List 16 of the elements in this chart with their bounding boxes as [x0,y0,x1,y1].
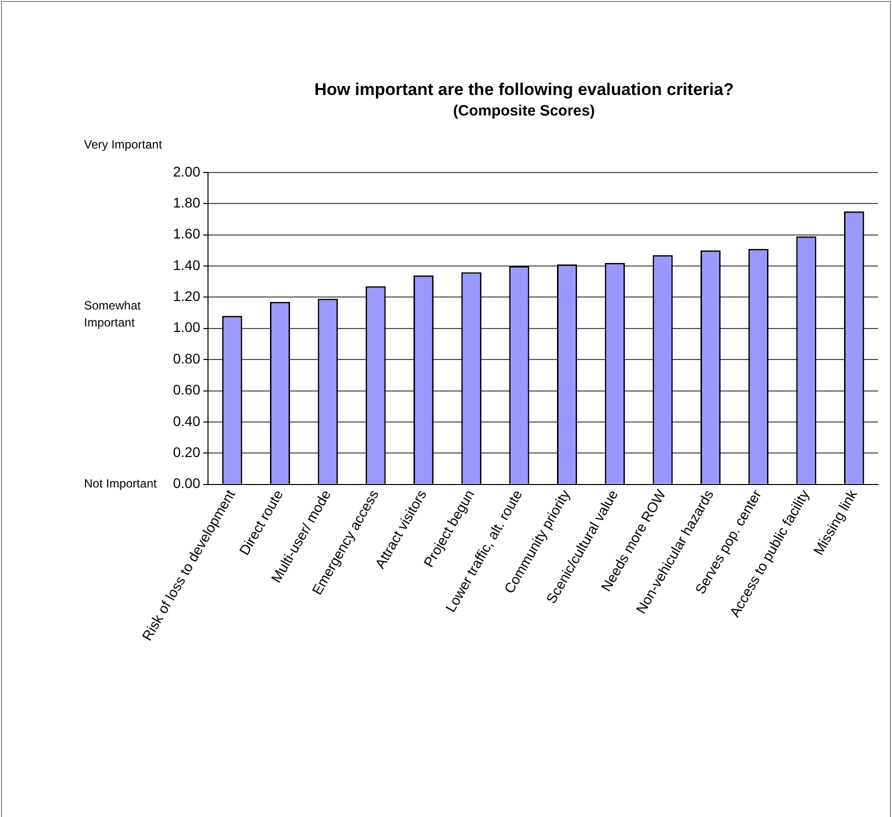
y-tick-label: 1.40 [173,256,200,273]
y-tick-label: 2.00 [173,163,200,180]
y-tick-label: 1.20 [173,288,200,304]
text: Somewhat Important [84,298,142,330]
y-tick-label: 1.80 [173,194,200,210]
y-tick-label: 0.20 [173,444,200,460]
chart-subtitle: (Composite Scores) [453,102,595,120]
text: Not Important [84,476,158,491]
y-tick-label: 1.60 [173,226,200,242]
y-tick-label: 0.60 [173,382,200,398]
y-tick-label: 0.00 [173,475,200,492]
y-tick-label: 1.00 [173,319,200,336]
y-tick-label: 0.80 [173,350,200,366]
y-tick-label: 0.40 [173,412,200,429]
text: Very Important [84,138,163,152]
chart-title: How important are the following evaluation criteria? [314,80,734,99]
